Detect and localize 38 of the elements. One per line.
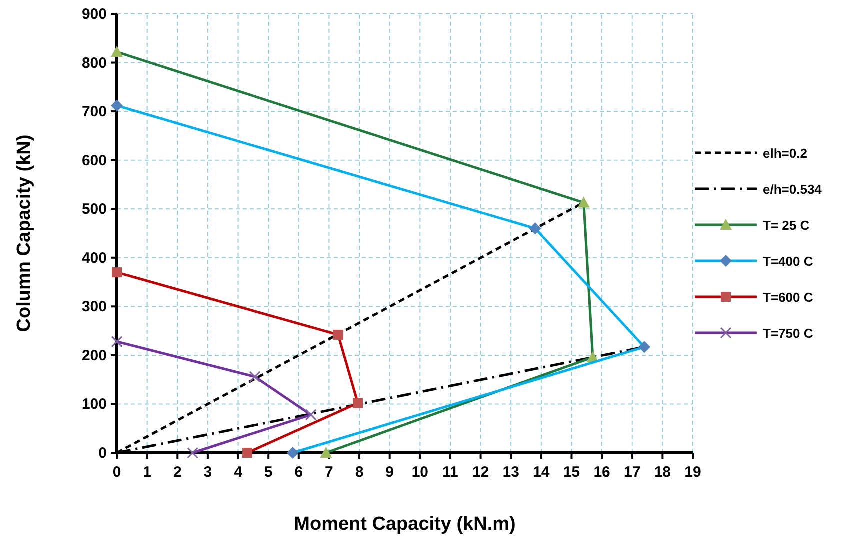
y-axis-title: Column Capacity (kN) [14, 134, 35, 332]
legend-label: T=400 C [763, 254, 814, 269]
x-tick-label: 7 [325, 464, 334, 481]
y-tick-label: 400 [82, 250, 107, 267]
x-tick-label: 18 [654, 464, 672, 481]
x-tick-label: 14 [533, 464, 550, 481]
legend-label: elh=0.2 [763, 146, 808, 161]
x-tick-label: 9 [386, 464, 394, 481]
x-tick-label: 11 [442, 464, 458, 481]
x-tick-label: 0 [112, 464, 122, 481]
x-tick-label: 2 [173, 464, 182, 481]
y-tick-label: 300 [82, 298, 107, 316]
x-tick-label: 5 [264, 464, 273, 481]
x-tick-label: 13 [502, 464, 520, 481]
x-tick-label: 1 [143, 464, 152, 481]
legend-label: T=600 C [763, 290, 814, 305]
legend-label: e/h=0.534 [763, 182, 823, 197]
x-tick-label: 12 [472, 464, 490, 481]
x-tick-label: 19 [684, 464, 702, 481]
y-tick-label: 700 [82, 104, 107, 121]
x-axis-title: Moment Capacity (kN.m) [294, 514, 516, 535]
x-tick-label: 3 [204, 464, 212, 481]
x-tick-label: 10 [412, 464, 428, 481]
y-tick-label: 100 [82, 396, 107, 414]
y-tick-label: 900 [82, 6, 107, 23]
x-tick-label: 8 [355, 464, 364, 481]
y-tick-label: 0 [98, 445, 107, 462]
legend-label: T=750 C [763, 326, 814, 341]
y-tick-label: 600 [82, 152, 107, 170]
x-tick-label: 16 [594, 464, 610, 481]
y-tick-label: 200 [82, 347, 107, 364]
y-tick-label: 800 [82, 54, 107, 72]
x-tick-label: 4 [234, 464, 244, 481]
y-tick-label: 500 [82, 201, 107, 218]
x-tick-label: 17 [624, 464, 641, 481]
x-tick-label: 6 [294, 464, 304, 481]
x-tick-label: 15 [563, 464, 580, 481]
legend-label: T= 25 C [763, 218, 810, 233]
